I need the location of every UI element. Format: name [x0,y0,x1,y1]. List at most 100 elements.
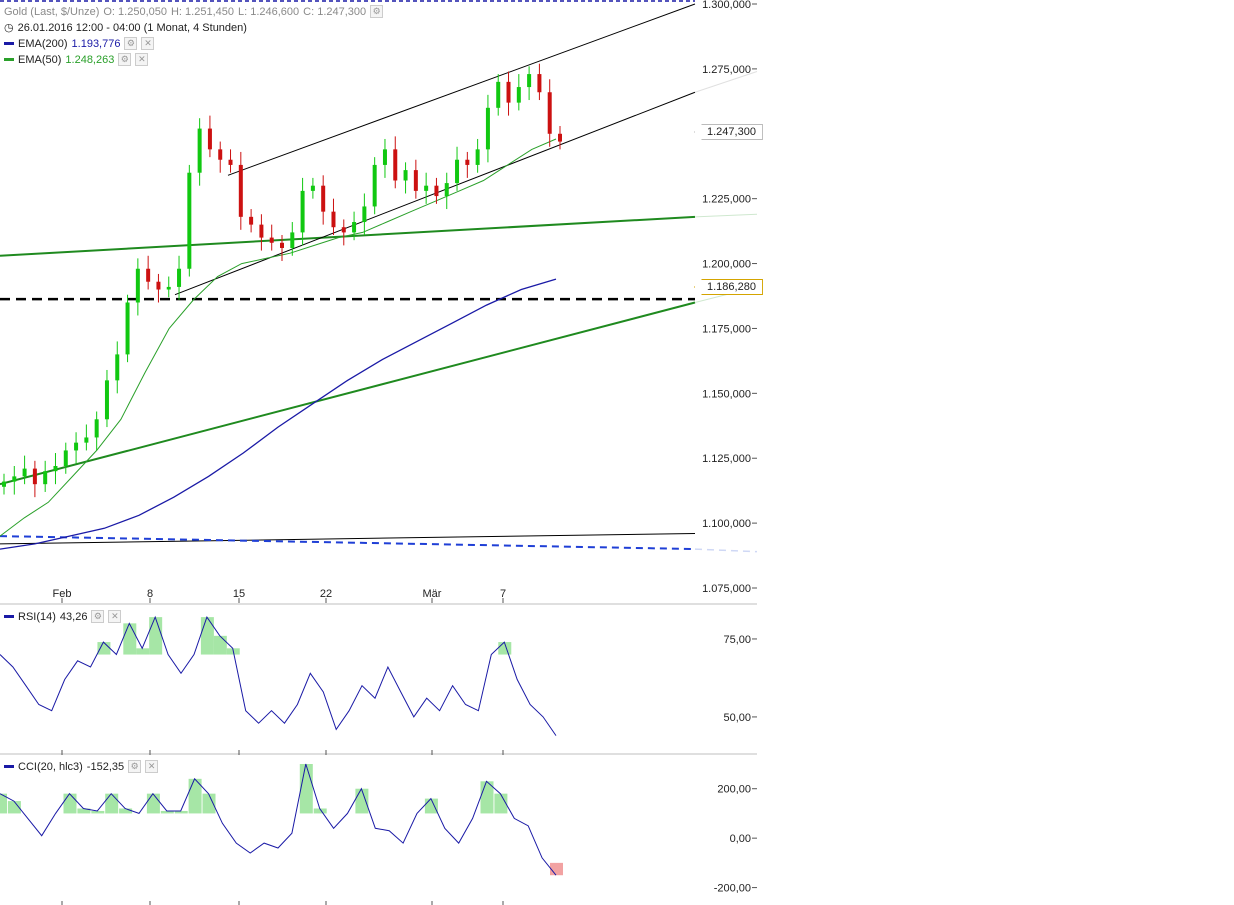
cci-overbought-fill [7,801,21,814]
rsi-overbought-fill [97,642,111,655]
candle-body [53,466,58,472]
candle-body [558,133,562,142]
cci-overbought-fill [494,793,508,814]
upper-trendline [0,215,696,257]
cci-line [0,763,557,876]
ohlc-low: L: 1.246,600 [237,5,300,18]
candle-body [372,164,377,207]
bottom-dashed-extension [694,548,758,553]
candle-body [146,268,151,282]
cci-overbought-fill [299,764,313,814]
candle-body [22,468,27,477]
cci-overbought-fill [63,793,77,814]
candle-body [177,268,182,287]
ohlc-close: C: 1.247,300 [303,5,367,18]
gear-icon[interactable]: ⚙ [370,5,384,18]
candle-body [32,468,37,485]
ema50-line [0,138,557,537]
gear-icon[interactable]: ⚙ [118,53,132,66]
gear-icon[interactable]: ⚙ [128,760,142,773]
lower-trendline [0,301,696,486]
ema200-value: 1.193,776 [71,37,121,50]
candle-body [104,380,109,420]
y-tick-label: 1.100,000 [702,518,751,530]
rsi-swatch [4,615,14,618]
cci-overbought-fill [160,810,174,814]
axes: Feb 8 15 22 Mär 7 1.075,000 1.100,000 1.125,000 1… [53,0,757,905]
candle-body [331,211,336,228]
candle-body [228,159,233,165]
rsi-value: 43,26 [59,610,88,623]
gear-icon[interactable]: ⚙ [124,37,138,50]
panel-borders [0,603,757,755]
candle-body [527,74,532,88]
cci-overbought-fill [119,808,133,814]
rsi-line [0,615,557,736]
channel-upper-line [227,3,696,176]
cci-legend: CCI(20, hlc3) -152,35 ⚙ ✕ [4,760,159,773]
candle-body [187,172,192,269]
channel-lower-extension [694,71,758,93]
bottom-dashed-line [0,535,696,551]
ema200-label: EMA(200) [18,37,68,50]
y-tick-label: 1.150,000 [702,388,751,400]
candle-body [393,149,398,181]
candle-body [238,164,243,217]
candle-body [341,227,346,233]
cci-overbought-fill [355,788,369,814]
candle-body [310,185,315,191]
close-icon[interactable]: ✕ [135,53,149,66]
candle-body [496,81,501,108]
ema200-line [0,278,557,550]
cci-y-tick-label: -200,00 [714,883,751,895]
candle-body [300,190,305,233]
candle-body [249,216,254,225]
candle-body [485,107,490,150]
candle-body [547,92,552,134]
candle-body [207,128,212,150]
cci-overbought-fill [188,778,202,814]
candle-body [74,442,79,451]
candle-body [455,159,460,184]
rsi-overbought-fill [200,617,214,655]
candle-body [125,302,130,355]
cci-y-tick-label: 200,00 [717,784,751,796]
close-icon[interactable]: ✕ [145,760,159,773]
candle-body [84,437,89,443]
timestamp: 26.01.2016 12:00 - 04:00 (1 Monat, 4 Stu… [17,21,247,34]
candle-body [413,170,418,191]
close-icon[interactable]: ✕ [141,37,155,50]
candle-body [403,170,408,181]
close-icon[interactable]: ✕ [108,610,122,623]
candle-body [218,149,223,160]
cci-overbought-fill [202,793,216,814]
y-tick-label: 1.200,000 [702,259,751,271]
x-tick-label: 15 [233,588,245,600]
cci-overbought-fill [0,793,7,814]
x-tick-label: 22 [320,588,332,600]
rsi-overbought-fill [136,648,150,655]
candle-body [382,149,387,165]
cci-swatch [4,765,14,768]
candle-body [2,481,6,487]
ema50-value: 1.248,263 [65,53,115,66]
candles [2,63,562,498]
price-lines [0,0,758,553]
candle-body [537,74,542,93]
candle-body [43,471,48,485]
y-tick-label: 1.300,000 [702,0,751,11]
candle-body [475,149,480,165]
candle-body [94,419,99,438]
candle-body [434,185,439,197]
candle-body [352,222,357,233]
support-level-tag: 1.186,280 [694,279,763,295]
candle-body [506,81,511,103]
cci-y-tick-label: 0,00 [730,833,751,845]
candle-body [290,232,295,248]
candle-body [259,224,264,238]
upper-trendline-extension [694,213,758,218]
cci-overbought-fill [77,808,91,814]
candle-body [269,237,274,243]
gear-icon[interactable]: ⚙ [91,610,105,623]
